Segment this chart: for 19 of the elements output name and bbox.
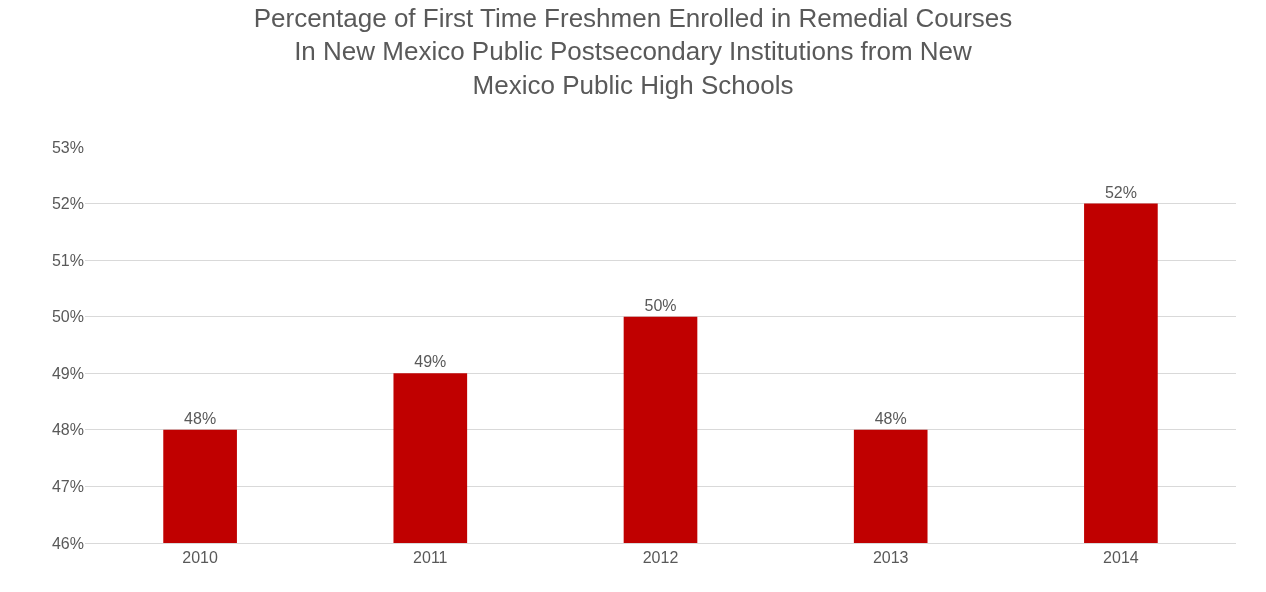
- y-tick-label: 52%: [51, 195, 84, 213]
- y-tick-label: 46%: [51, 534, 84, 552]
- data-label: 48%: [874, 409, 907, 427]
- x-tick-label: 2014: [1103, 549, 1139, 567]
- data-label: 52%: [1104, 183, 1137, 201]
- x-tick-label: 2012: [642, 549, 679, 567]
- chart-title: Percentage of First Time Freshmen Enrolled in Remedial Courses In New Mexico Public Postsecondary Institutions from New Mexico Public High Schools: [253, 2, 1013, 101]
- y-tick-label: 51%: [51, 251, 84, 269]
- y-tick-label: 47%: [51, 478, 84, 496]
- x-tick-label: 2010: [182, 549, 218, 567]
- x-tick-label: 2013: [872, 549, 909, 567]
- y-tick-label: 48%: [51, 421, 84, 439]
- y-tick-label: 50%: [51, 308, 84, 326]
- data-label: 50%: [644, 296, 677, 314]
- y-tick-label: 49%: [51, 364, 84, 382]
- data-label: 49%: [414, 353, 447, 371]
- y-tick-label: 53%: [51, 138, 84, 156]
- x-tick-label: 2011: [413, 549, 448, 567]
- data-label: 48%: [184, 409, 217, 427]
